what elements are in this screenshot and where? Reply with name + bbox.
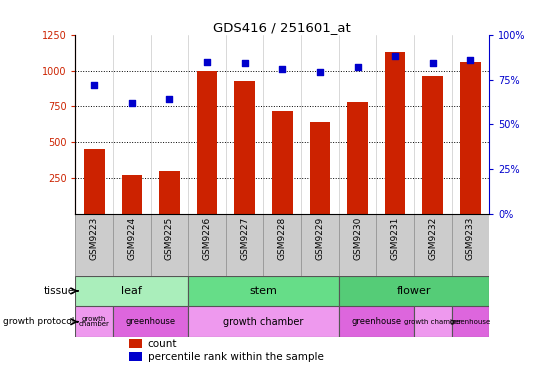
Point — [165, 96, 174, 102]
Bar — [159, 171, 180, 214]
Bar — [197, 71, 217, 214]
Text: GSM9229: GSM9229 — [315, 217, 324, 260]
Point — [202, 59, 211, 64]
Bar — [75, 306, 113, 337]
Bar — [129, 339, 141, 348]
Text: GSM9230: GSM9230 — [353, 217, 362, 260]
Bar — [452, 306, 489, 337]
Text: growth
chamber: growth chamber — [79, 316, 110, 328]
Point — [127, 100, 136, 106]
Text: greenhouse: greenhouse — [449, 319, 491, 325]
Text: greenhouse: greenhouse — [126, 317, 176, 326]
Text: flower: flower — [397, 286, 431, 296]
Bar — [188, 276, 339, 306]
Bar — [84, 149, 105, 214]
Bar — [339, 306, 414, 337]
Text: growth protocol: growth protocol — [3, 317, 74, 326]
Text: GSM9233: GSM9233 — [466, 217, 475, 260]
Text: count: count — [148, 339, 177, 349]
Text: percentile rank within the sample: percentile rank within the sample — [148, 352, 324, 362]
Point — [466, 57, 475, 63]
Point — [315, 70, 324, 75]
Point — [428, 60, 437, 66]
Point — [353, 64, 362, 70]
Text: GSM9227: GSM9227 — [240, 217, 249, 260]
Bar — [188, 306, 339, 337]
Text: growth chamber: growth chamber — [223, 317, 304, 327]
Text: growth chamber: growth chamber — [404, 319, 462, 325]
Text: GSM9226: GSM9226 — [202, 217, 212, 260]
Text: stem: stem — [249, 286, 277, 296]
Point — [391, 53, 400, 59]
Bar — [347, 102, 368, 214]
Text: GSM9232: GSM9232 — [428, 217, 437, 260]
Text: GSM9225: GSM9225 — [165, 217, 174, 260]
Text: GSM9223: GSM9223 — [90, 217, 99, 260]
Bar — [460, 62, 481, 214]
Bar — [121, 175, 142, 214]
Point — [90, 82, 99, 88]
Text: GSM9224: GSM9224 — [127, 217, 136, 260]
Bar — [113, 306, 188, 337]
Bar — [339, 276, 489, 306]
Text: leaf: leaf — [121, 286, 143, 296]
Text: greenhouse: greenhouse — [351, 317, 401, 326]
Text: tissue: tissue — [43, 286, 74, 296]
Bar — [75, 276, 188, 306]
Bar — [385, 52, 405, 214]
Text: GSM9231: GSM9231 — [391, 217, 400, 260]
Text: GSM9228: GSM9228 — [278, 217, 287, 260]
Bar — [414, 306, 452, 337]
Bar — [423, 76, 443, 214]
Bar — [129, 351, 141, 361]
Bar — [234, 81, 255, 214]
Bar — [272, 112, 293, 214]
Title: GDS416 / 251601_at: GDS416 / 251601_at — [214, 20, 351, 34]
Bar — [310, 122, 330, 214]
Point — [240, 60, 249, 66]
Point — [278, 66, 287, 72]
